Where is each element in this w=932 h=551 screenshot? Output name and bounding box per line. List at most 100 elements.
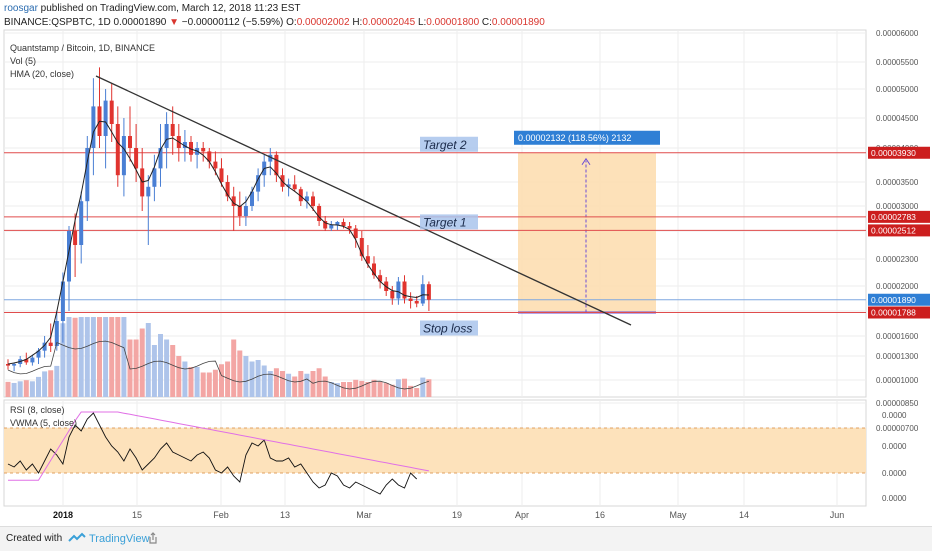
candle-body[interactable] [311,196,315,206]
volume-ma-line [7,340,430,390]
volume-bar [237,350,243,397]
candle-body[interactable] [353,228,358,239]
candle-body[interactable] [182,142,187,148]
candle-body[interactable] [396,281,401,299]
candle-body[interactable] [274,154,279,176]
volume-bar [84,317,90,397]
measure-arrowhead-icon [581,157,591,166]
hma-line [7,120,429,365]
candle-body[interactable] [85,148,90,202]
candle-body[interactable] [237,206,242,216]
candle-body[interactable] [60,281,65,322]
candle-body[interactable] [390,291,395,299]
candle-body[interactable] [79,201,84,245]
candle-body[interactable] [207,151,212,162]
candle-body[interactable] [250,191,254,206]
volume-bar [206,372,212,397]
candle-body[interactable] [128,136,132,148]
candle-body[interactable] [219,168,224,182]
candle-body[interactable] [201,148,206,152]
zones [518,152,656,314]
x-tick-label: Apr [515,510,529,520]
candle-body[interactable] [54,321,59,346]
candle-body[interactable] [24,359,29,363]
trend-line[interactable] [95,75,632,326]
candle-body[interactable] [365,256,370,264]
price-level-badge [868,146,930,159]
x-tick-label: 19 [452,510,462,520]
candle-body[interactable] [121,136,126,176]
candle-body[interactable] [420,284,425,304]
candle-body[interactable] [115,124,120,176]
candle-body[interactable] [73,231,78,245]
candle-body[interactable] [6,364,10,366]
candle-body[interactable] [67,231,71,282]
level-tag[interactable]: Target 2 [423,138,467,152]
candle-body[interactable] [12,364,17,366]
candle-body[interactable] [335,222,340,225]
candle-body[interactable] [231,196,236,206]
x-tick-label: Jun [830,510,845,520]
price-level-badge [868,293,930,306]
candle-body[interactable] [317,206,322,221]
candle-body[interactable] [341,222,346,226]
candle-body[interactable] [152,168,157,187]
candle-body[interactable] [134,148,139,169]
volume-bar [54,365,60,397]
candle-body[interactable] [103,100,108,136]
candle-body[interactable] [268,154,273,162]
brand-label[interactable]: TradingView [89,533,150,545]
candle-body[interactable] [189,142,193,155]
level-tag[interactable]: Stop loss [423,322,472,336]
candle-body[interactable] [426,284,431,300]
candle-body[interactable] [158,148,163,169]
candle-body[interactable] [298,189,303,202]
candle-body[interactable] [329,225,334,229]
candle-body[interactable] [225,182,230,197]
x-tick-label: Mar [356,510,372,520]
main-pane[interactable] [3,29,867,398]
candle-body[interactable] [408,298,413,302]
open-value: 0.00002002 [296,17,350,28]
candle-body[interactable] [42,342,47,351]
share-icon[interactable] [148,532,158,544]
username-link[interactable]: roosgar [4,3,38,14]
candle-body[interactable] [286,184,291,187]
candle-body[interactable] [256,175,261,192]
candle-body[interactable] [402,281,407,299]
candle-body[interactable] [109,100,114,124]
labels: 0.00003930 Target 2 0.00002783 0.00002512 Ta… [420,130,930,336]
rsi-pane [4,411,866,495]
chart-canvas[interactable]: 2018 15 Feb 13 Mar 19 Apr 16 May 14 Jun 0.00006000 0… [0,0,932,526]
volume-bar [402,378,407,397]
tradingview-logo-icon [68,532,86,542]
x-tick-label: May [669,510,687,520]
volume-bar [97,317,102,397]
candle-body[interactable] [164,124,169,148]
price-level-value: 0.00002512 [871,225,916,235]
rsi-tick-label: 0.0000 [882,411,907,420]
candle-body[interactable] [170,124,175,136]
target-zone[interactable] [518,152,656,313]
y-tick-label: 0.00002300 [876,255,919,264]
candle-body[interactable] [30,357,35,363]
candle-body[interactable] [372,263,376,276]
candle-body[interactable] [292,184,297,190]
candle-body[interactable] [91,106,96,148]
candle-body[interactable] [378,275,383,282]
candle-body[interactable] [359,238,364,257]
candle-body[interactable] [213,161,218,169]
candle-body[interactable] [243,206,248,216]
level-tag[interactable]: Target 1 [423,215,467,229]
candle-body[interactable] [36,350,41,358]
candle-body[interactable] [304,196,309,202]
level-tag-bg [420,320,478,336]
candle-body[interactable] [146,186,151,197]
candle-body[interactable] [347,226,352,229]
candle-body[interactable] [323,221,328,229]
vwma-line [8,411,429,481]
symbol-label: BINANCE:QSPBTC, 1D [4,17,111,28]
candle-body[interactable] [48,342,53,346]
volume-bar [36,376,41,397]
candle-body[interactable] [414,301,419,304]
